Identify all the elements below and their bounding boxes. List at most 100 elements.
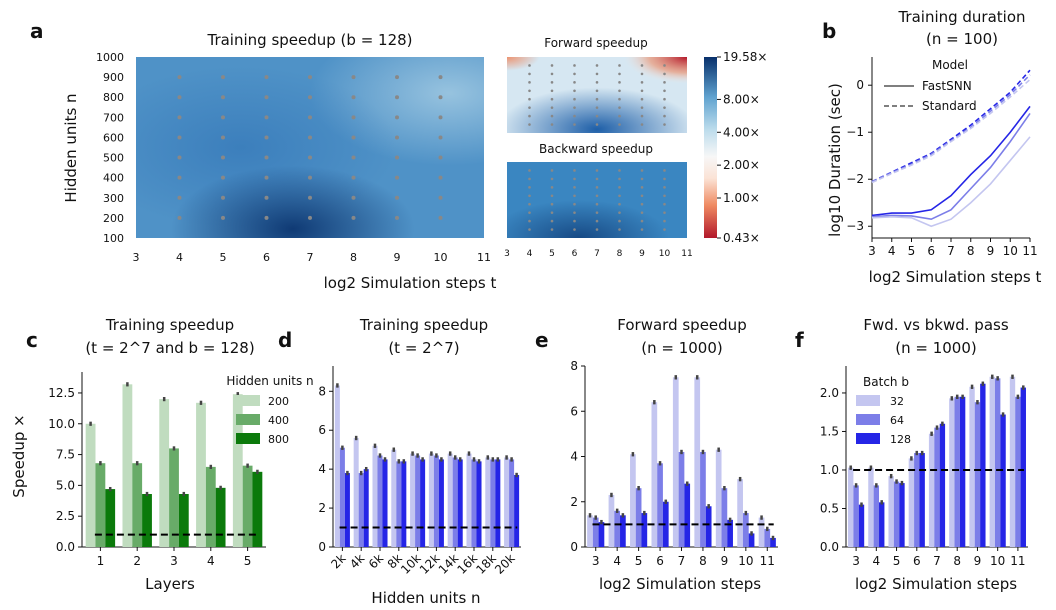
grid-point bbox=[308, 195, 312, 200]
grid-point bbox=[618, 64, 621, 67]
y-tick-label: 4 bbox=[570, 450, 578, 464]
grid-point bbox=[351, 195, 356, 200]
bar bbox=[447, 453, 453, 547]
grid-point bbox=[573, 202, 576, 206]
grid-point bbox=[618, 228, 621, 231]
panel-b-series-line bbox=[871, 136, 1031, 228]
bar bbox=[989, 376, 995, 547]
grid-point bbox=[528, 106, 531, 109]
legend-swatch bbox=[236, 414, 260, 425]
grid-point bbox=[573, 114, 576, 118]
grid-point bbox=[618, 97, 621, 101]
bar bbox=[358, 473, 364, 547]
panel-a-y-tick: 1000 bbox=[96, 51, 124, 64]
grid-point bbox=[550, 194, 554, 198]
bar bbox=[662, 501, 669, 547]
panel-a-x-tick: 7 bbox=[307, 251, 314, 264]
y-tick-label: 0 bbox=[318, 540, 326, 554]
bar bbox=[873, 485, 880, 547]
grid-point bbox=[550, 228, 554, 231]
bar bbox=[428, 453, 434, 547]
grid-point bbox=[395, 175, 399, 180]
panel-b-y-tick: −2 bbox=[846, 172, 864, 186]
heatmap-training bbox=[136, 57, 484, 238]
legend-label: 800 bbox=[268, 433, 289, 446]
y-tick-label: 12.5 bbox=[48, 386, 75, 400]
bar bbox=[196, 402, 206, 547]
grid-point bbox=[663, 64, 666, 67]
x-tick-label: 3 bbox=[170, 554, 178, 568]
panel-f-legend: 32 64 128 bbox=[856, 395, 911, 446]
grid-point bbox=[395, 215, 399, 220]
grid-point bbox=[573, 123, 576, 126]
grid-point bbox=[550, 177, 554, 181]
panel-c-chart: 0.0 2.5 5.0 7.5 10.0 12.5 1 2 3 4 5 bbox=[48, 372, 266, 568]
grid-point bbox=[308, 215, 312, 220]
legend-label: 400 bbox=[268, 414, 289, 427]
bar bbox=[396, 461, 402, 547]
bar bbox=[868, 467, 874, 547]
panel-e-title-line1: Forward speedup bbox=[617, 316, 746, 334]
bar bbox=[721, 488, 728, 547]
panel-a-y-tick: 200 bbox=[103, 212, 124, 225]
bar bbox=[105, 489, 116, 547]
x-tick-label: 10 bbox=[738, 554, 753, 568]
y-tick-label: 0.0 bbox=[56, 540, 75, 554]
bar bbox=[848, 467, 854, 547]
grid-point bbox=[640, 177, 644, 181]
panel-letter-b: b bbox=[822, 19, 836, 43]
legend-label: 200 bbox=[268, 395, 289, 408]
panel-c-legend-title: Hidden units n bbox=[226, 374, 313, 388]
grid-point bbox=[528, 177, 531, 181]
x-tick-label: 8 bbox=[699, 554, 707, 568]
grid-point bbox=[573, 72, 576, 76]
panel-a-y-tick: 600 bbox=[103, 131, 124, 144]
bar bbox=[715, 449, 722, 547]
bar bbox=[215, 487, 226, 547]
bar bbox=[672, 377, 679, 547]
grid-point bbox=[221, 195, 225, 200]
y-tick-label: 2.0 bbox=[820, 386, 839, 400]
grid-point bbox=[550, 106, 554, 109]
panel-b-series-line bbox=[871, 78, 1031, 184]
grid-point bbox=[663, 211, 666, 214]
x-tick-label: 8 bbox=[953, 554, 961, 568]
bar bbox=[858, 504, 865, 547]
grid-point bbox=[528, 194, 531, 198]
grid-point bbox=[595, 72, 599, 76]
x-tick-label: 1 bbox=[97, 554, 105, 568]
bar bbox=[1020, 387, 1026, 547]
panel-a-y-tick: 500 bbox=[103, 152, 124, 165]
bar bbox=[159, 399, 170, 547]
x-tick-label: 4 bbox=[873, 554, 881, 568]
grid-point bbox=[663, 169, 666, 172]
bar bbox=[85, 423, 96, 547]
bar bbox=[994, 378, 1001, 547]
y-tick-label: 1.0 bbox=[820, 463, 839, 477]
y-tick-label: 0 bbox=[570, 540, 578, 554]
grid-point bbox=[663, 123, 666, 126]
x-tick-label: 3 bbox=[852, 554, 860, 568]
colorbar-tick-label: 8.00× bbox=[723, 92, 760, 106]
bar bbox=[1000, 414, 1006, 547]
panel-d: d Training speedup (t = 2^7) 0 2 4 6 8 2k4k6k… bbox=[278, 316, 521, 607]
backward-x-tick: 4 bbox=[527, 249, 533, 259]
bar bbox=[142, 494, 152, 547]
grid-point bbox=[550, 219, 554, 223]
bar bbox=[509, 459, 515, 547]
grid-point bbox=[618, 211, 621, 214]
panel-d-title-line1: Training speedup bbox=[359, 316, 488, 334]
panel-a-y-tick: 400 bbox=[103, 172, 124, 185]
grid-point bbox=[264, 195, 269, 200]
bar bbox=[758, 517, 765, 547]
grid-point bbox=[308, 135, 312, 140]
y-tick-label: 10.0 bbox=[48, 417, 75, 431]
panel-b: b Training duration (n = 100) 3 4 5 6 7 8 9 10 1… bbox=[822, 8, 1041, 286]
panel-b-title-line2: (n = 100) bbox=[926, 30, 998, 48]
backward-x-tick: 5 bbox=[549, 249, 555, 259]
backward-x-tick: 10 bbox=[659, 249, 671, 259]
y-tick-label: 8 bbox=[570, 359, 578, 373]
bar bbox=[853, 485, 859, 547]
